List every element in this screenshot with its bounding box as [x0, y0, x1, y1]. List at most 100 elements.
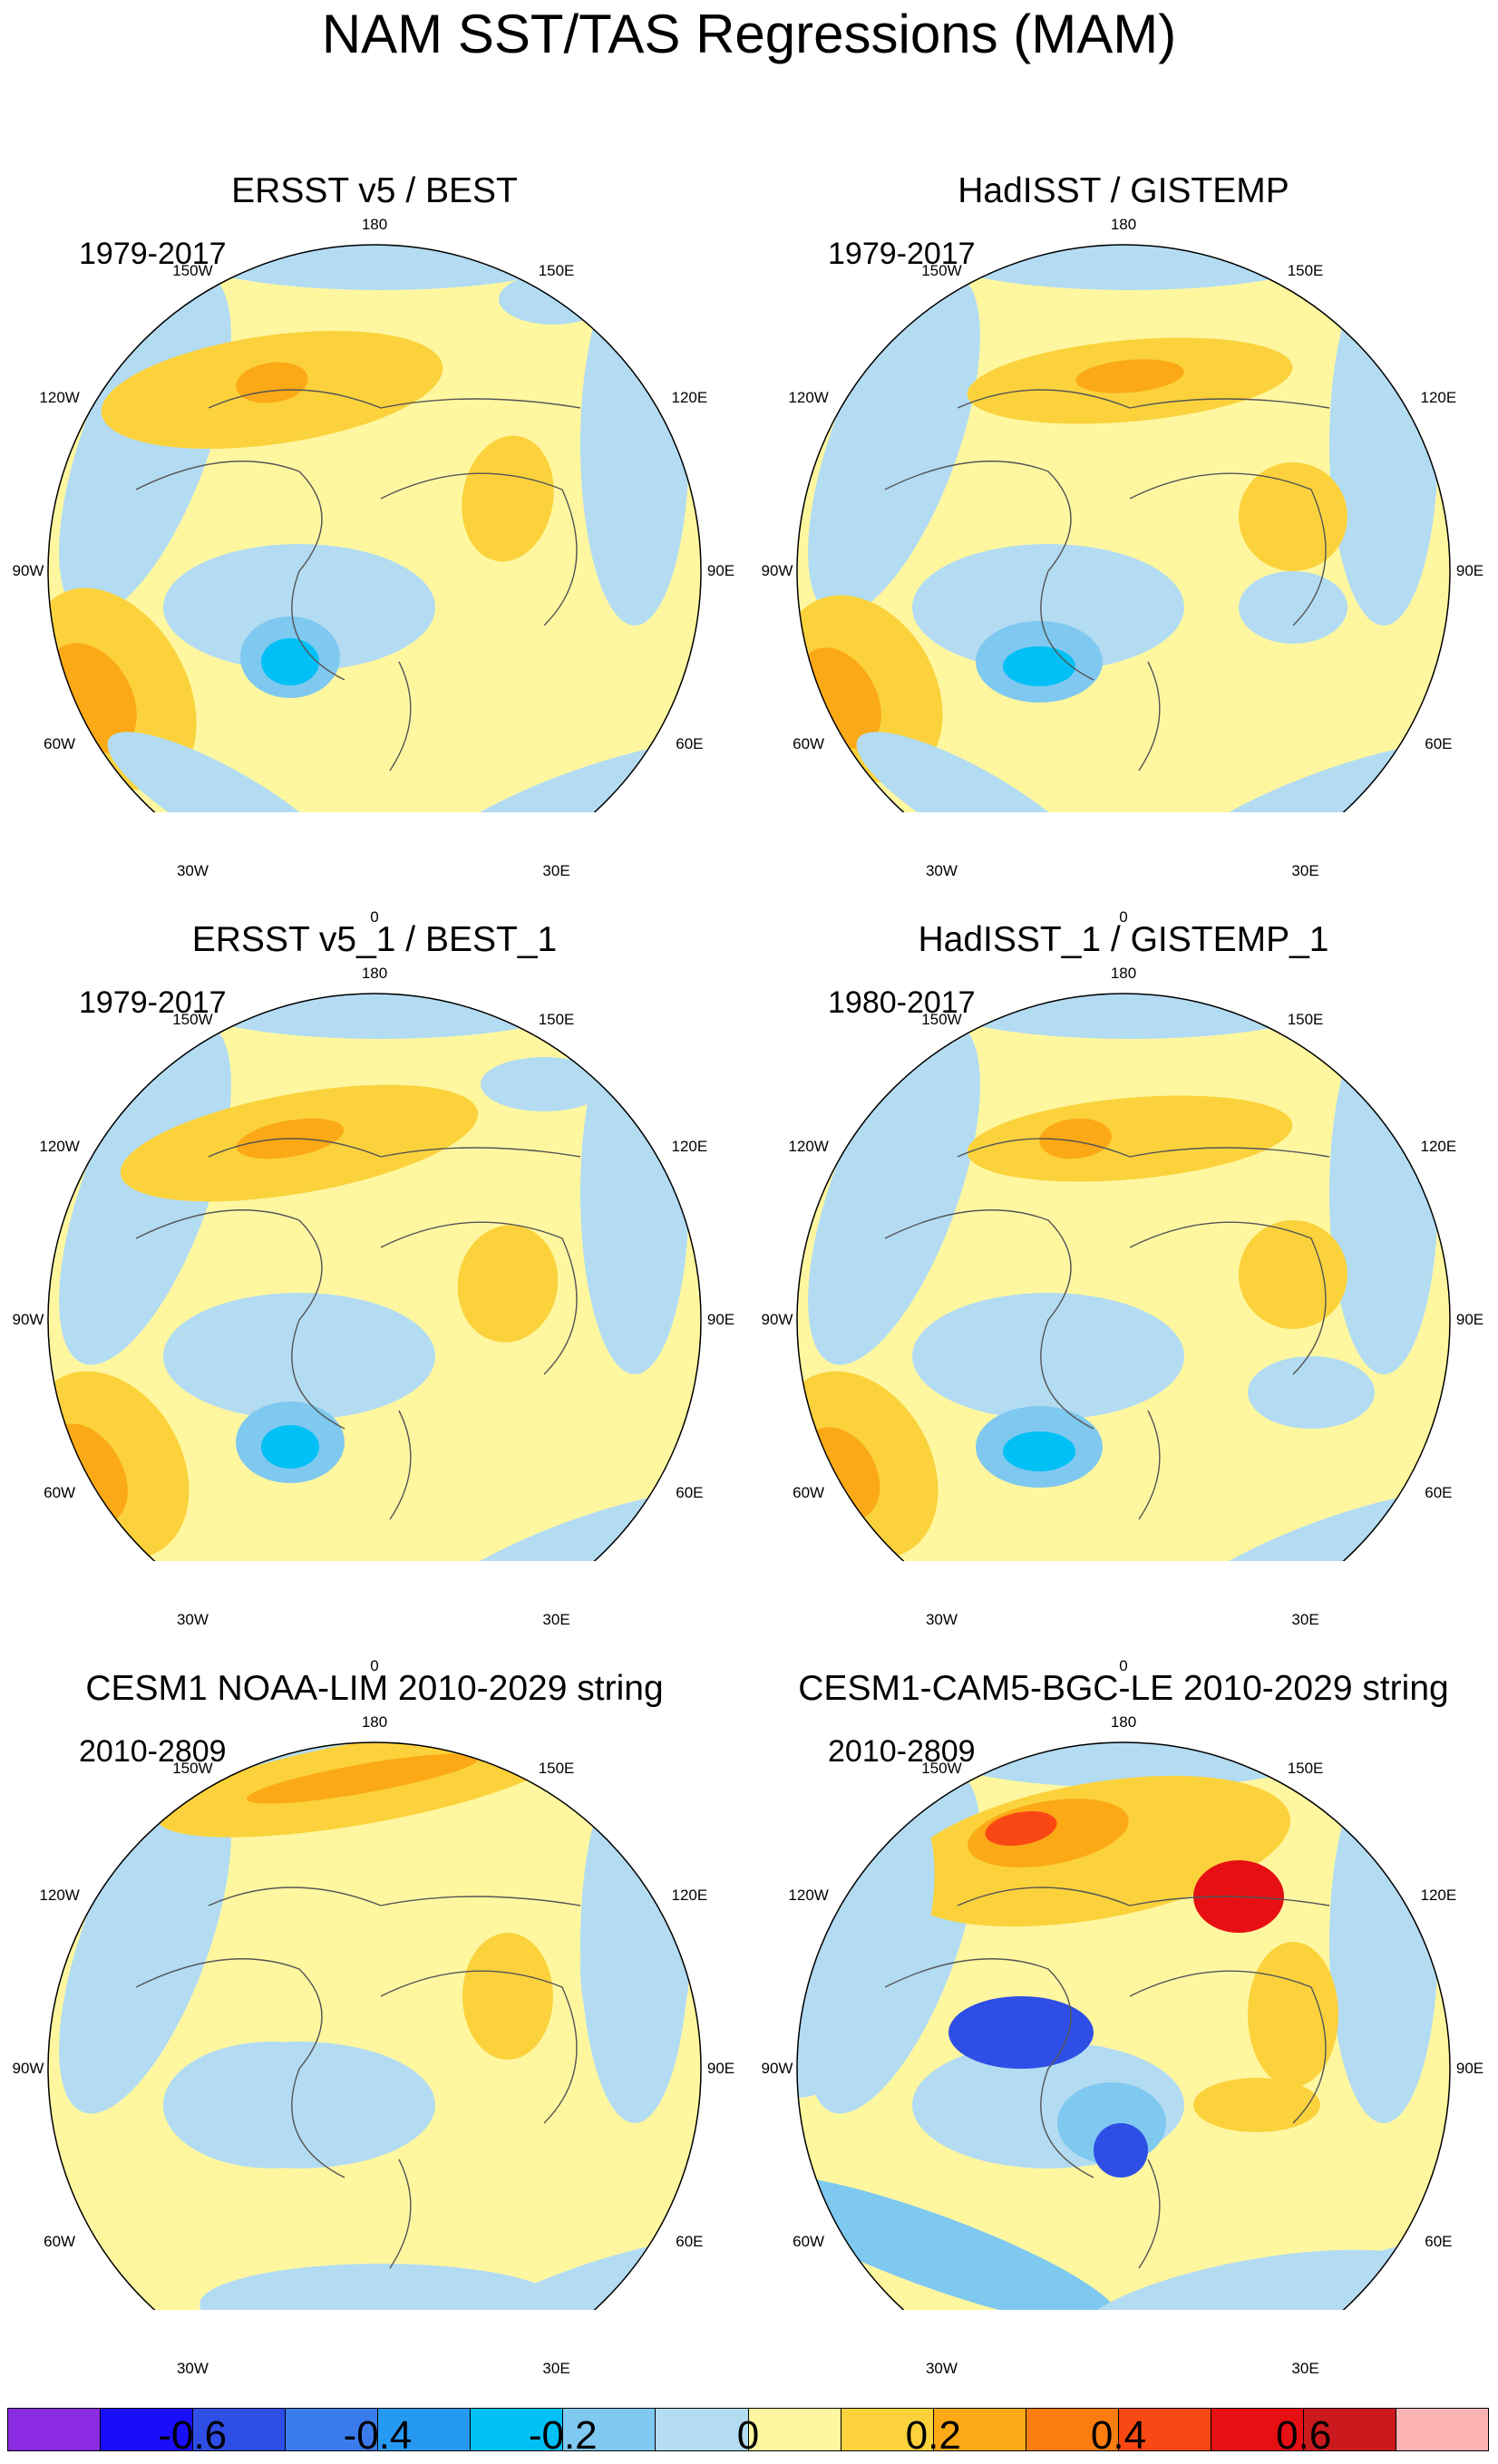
anomaly-region: [912, 994, 1347, 1039]
map-panel-4: HadISST_1 / GISTEMP_1 1980-2017 180 150E 120…: [749, 812, 1498, 1674]
anomaly-region: [1239, 1220, 1347, 1329]
anomaly-region: [912, 1293, 1184, 1420]
longitude-label: 60W: [793, 735, 825, 752]
colorbar-tick-label: 0: [736, 2413, 760, 2458]
panel-title: CESM1-CAM5-BGC-LE 2010-2029 string: [798, 1669, 1449, 1708]
longitude-label: 60W: [793, 2233, 825, 2250]
anomaly-region: [163, 245, 598, 290]
longitude-label: 60E: [1425, 1484, 1453, 1501]
colorbar-swatch: [748, 2409, 841, 2450]
anomaly-region: [1077, 2249, 1436, 2310]
longitude-label: 120E: [671, 1138, 708, 1155]
longitude-label: 180: [361, 216, 388, 233]
anomaly-region: [912, 544, 1184, 671]
anomaly-region: [499, 274, 608, 325]
longitude-label: 120E: [671, 389, 708, 406]
longitude-label: 150E: [1287, 1760, 1324, 1778]
anomaly-region: [163, 1293, 435, 1420]
anomaly-region: [808, 1021, 980, 1365]
colorbar-swatch: [193, 2409, 287, 2450]
longitude-label: 90E: [1455, 2060, 1484, 2077]
longitude-label: 0: [370, 908, 379, 926]
map-panel-5: CESM1 NOAA-LIM 2010-2029 string 2010-2809…: [0, 1561, 749, 2423]
anomaly-region: [1239, 571, 1347, 644]
panel-period: 1979-2017: [79, 237, 227, 271]
coastline: [884, 389, 1330, 771]
map-panel-6: CESM1-CAM5-BGC-LE 2010-2029 string 2010-2…: [749, 1561, 1498, 2423]
colorbar-tick-label: -0.6: [158, 2413, 228, 2458]
colorbar-swatch: [1396, 2409, 1488, 2450]
colorbar-swatch: [101, 2409, 194, 2450]
longitude-label: 0: [1119, 1657, 1128, 1674]
polar-map: [796, 1741, 1451, 2310]
longitude-label: 60E: [676, 1484, 704, 1501]
longitude-label: 30E: [1291, 861, 1319, 879]
coastline: [884, 1138, 1330, 1520]
longitude-label: 0: [370, 1657, 379, 1674]
anomaly-region: [1248, 1942, 1338, 2087]
colorbar-swatch: [1026, 2409, 1119, 2450]
colorbar-swatch: [286, 2409, 379, 2450]
anomaly-region: [580, 263, 689, 626]
colorbar-swatch: [563, 2409, 657, 2450]
anomaly-region: [462, 435, 554, 562]
longitude-label: 150W: [172, 1011, 213, 1029]
longitude-label: 150E: [538, 262, 575, 280]
anomaly-region: [580, 1869, 689, 2069]
anomaly-region: [163, 2042, 381, 2168]
longitude-label: 60E: [1425, 2233, 1453, 2250]
anomaly-region: [912, 245, 1347, 290]
panel-period: 2010-2809: [828, 1734, 976, 1769]
panel-title: HadISST / GISTEMP: [958, 171, 1289, 210]
longitude-label: 90W: [761, 1311, 793, 1328]
longitude-label: 60W: [44, 2233, 76, 2250]
colorbar-swatch: [1303, 2409, 1396, 2450]
panel-title: ERSST v5 / BEST: [231, 171, 518, 210]
longitude-label: 120E: [1420, 1138, 1457, 1155]
longitude-label: 120W: [788, 1138, 829, 1155]
coastline: [884, 1887, 1330, 2269]
panel-title: HadISST_1 / GISTEMP_1: [918, 920, 1329, 959]
longitude-label: 180: [1110, 1713, 1137, 1731]
anomaly-region: [246, 1753, 480, 1804]
longitude-label: 180: [361, 1713, 388, 1731]
anomaly-region: [797, 2173, 1119, 2310]
anomaly-region: [163, 544, 435, 671]
longitude-label: 90W: [12, 1311, 44, 1328]
longitude-label: 180: [361, 965, 388, 982]
anomaly-region: [481, 1057, 608, 1111]
colorbar-swatch: [471, 2409, 564, 2450]
longitude-label: 90W: [12, 562, 44, 579]
anomaly-region: [462, 1933, 553, 2060]
longitude-label: 120W: [39, 1887, 80, 1904]
colorbar: [7, 2408, 1489, 2451]
colorbar-tick-label: 0.4: [1090, 2413, 1147, 2458]
longitude-label: 150E: [538, 1760, 575, 1778]
anomaly-region: [1239, 462, 1347, 571]
anomaly-region: [967, 1095, 1293, 1182]
colorbar-tick-label: -0.2: [528, 2413, 598, 2458]
anomaly-region: [236, 362, 308, 403]
anomaly-region: [59, 1770, 231, 2114]
longitude-label: 90W: [12, 2060, 44, 2077]
anomaly-region: [1329, 1012, 1438, 1374]
longitude-label: 60E: [676, 735, 704, 752]
colorbar-tick-label: -0.4: [343, 2413, 413, 2458]
longitude-label: 150E: [1287, 1011, 1324, 1029]
panel-period: 1980-2017: [828, 985, 976, 1020]
anomaly-region: [948, 1996, 1094, 2069]
anomaly-region: [1094, 2123, 1148, 2178]
polar-map: [47, 1741, 702, 2310]
longitude-label: 90W: [761, 2060, 793, 2077]
anomaly-region: [1248, 1356, 1375, 1429]
longitude-label: 90E: [706, 1311, 735, 1328]
anomaly-region: [580, 1012, 689, 1374]
longitude-label: 30W: [925, 2359, 958, 2377]
longitude-label: 150W: [921, 262, 962, 280]
figure-title: NAM SST/TAS Regressions (MAM): [321, 4, 1177, 64]
anomaly-region: [912, 1742, 1347, 1788]
anomaly-region: [1039, 1118, 1112, 1159]
longitude-label: 60E: [676, 2233, 704, 2250]
panel-title: CESM1 NOAA-LIM 2010-2029 string: [85, 1669, 664, 1708]
longitude-label: 90W: [761, 562, 793, 579]
